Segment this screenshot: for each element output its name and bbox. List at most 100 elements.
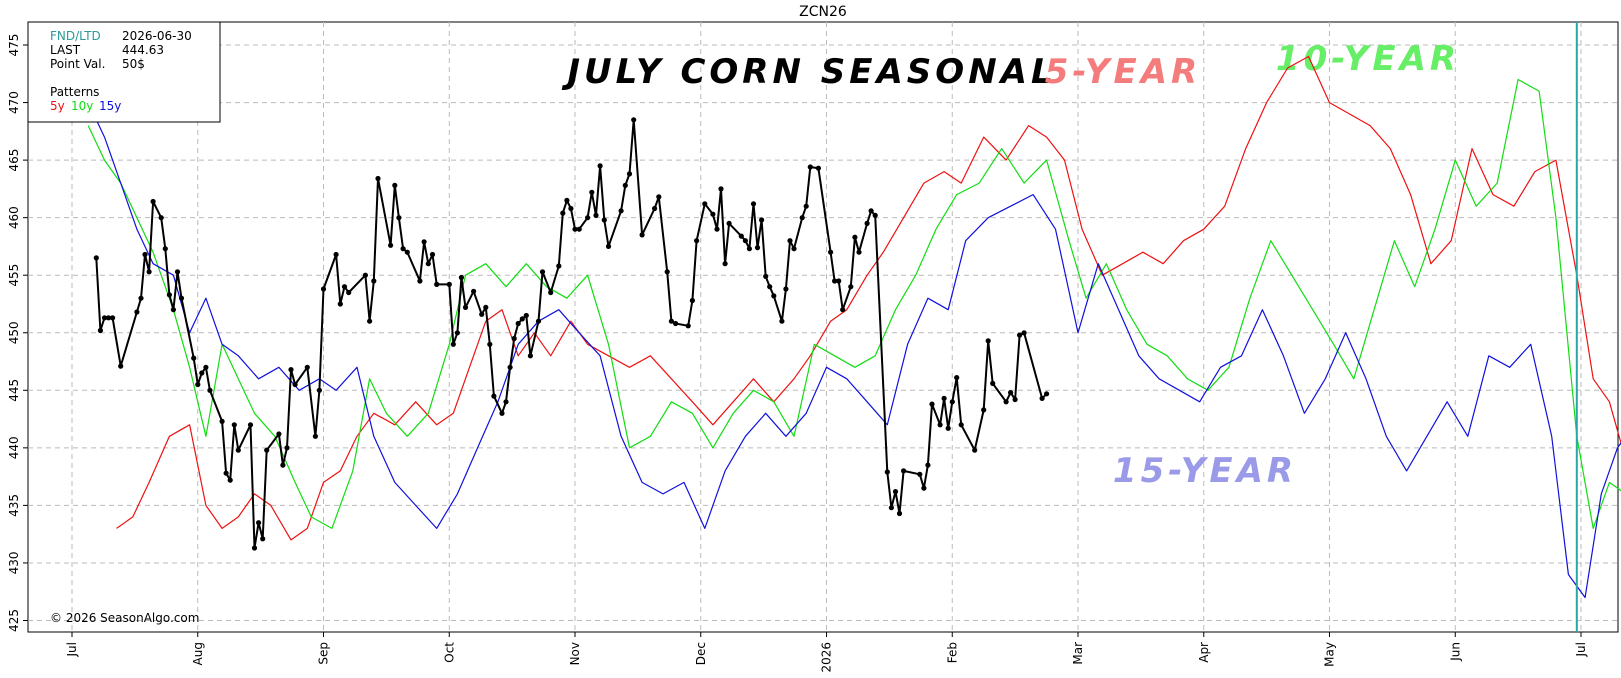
price-point — [972, 447, 978, 453]
price-point — [515, 320, 521, 327]
price-point — [589, 189, 595, 195]
price-point — [921, 485, 927, 491]
price-point — [320, 286, 327, 292]
series-line-10y — [87, 78, 1621, 529]
price-point — [507, 364, 513, 370]
price-point — [585, 215, 591, 221]
price-point — [807, 164, 813, 170]
price-point — [848, 284, 854, 290]
price-point — [235, 447, 241, 453]
price-point — [429, 251, 436, 258]
price-point — [110, 315, 116, 321]
price-point — [673, 320, 679, 327]
y-tick-label: 475 — [7, 34, 21, 57]
price-point — [150, 198, 156, 205]
x-tick-label: Feb — [945, 642, 959, 663]
legend-15y: 15y — [99, 99, 121, 113]
price-point — [840, 307, 846, 313]
price-point — [787, 238, 793, 244]
price-point — [170, 307, 176, 313]
y-tick-label: 445 — [7, 379, 21, 402]
price-point — [884, 469, 890, 475]
price-point — [1008, 390, 1014, 396]
price-point — [888, 505, 895, 511]
price-point — [631, 117, 637, 123]
x-tick-label: Aug — [191, 642, 205, 665]
price-point — [97, 327, 103, 334]
x-tick-label: Jun — [1448, 642, 1462, 662]
price-point — [219, 418, 225, 424]
price-point — [280, 462, 286, 468]
price-point — [292, 381, 298, 388]
price-point — [626, 171, 633, 177]
price-point — [166, 292, 172, 298]
price-point — [483, 304, 489, 310]
price-point — [783, 286, 789, 292]
price-point — [118, 363, 124, 369]
price-point — [985, 338, 991, 344]
price-point — [958, 422, 964, 428]
price-point — [1039, 395, 1045, 401]
price-point — [828, 249, 834, 255]
price-point — [763, 273, 769, 279]
series-line-15y — [87, 102, 1621, 599]
price-point — [1044, 391, 1050, 397]
price-point — [396, 215, 402, 221]
y-tick-label: 425 — [7, 609, 21, 632]
x-tick-label: Jul — [1574, 642, 1588, 657]
price-point — [479, 311, 485, 317]
price-point — [527, 353, 534, 359]
price-point — [256, 520, 262, 526]
price-point — [622, 182, 628, 188]
price-point — [605, 243, 612, 249]
plot-frame — [27, 21, 1619, 633]
price-point — [710, 211, 716, 217]
price-point — [556, 263, 562, 269]
y-axis: 425 430 435 440 445 450 455 460 465 470 475 — [7, 34, 28, 632]
price-point — [264, 447, 270, 453]
price-point — [138, 295, 144, 301]
y-tick-label: 470 — [7, 91, 21, 114]
price-point — [917, 471, 923, 477]
series-layer — [87, 55, 1621, 599]
label-5-year: 5-YEAR — [1045, 52, 1201, 92]
price-point — [362, 272, 368, 278]
price-point — [511, 335, 517, 342]
price-point — [791, 246, 797, 252]
x-tick-label: Mar — [1071, 642, 1085, 665]
price-point — [901, 468, 907, 474]
price-point — [685, 323, 691, 329]
price-point — [178, 295, 185, 301]
info-value-fnd: 2026-06-30 — [122, 29, 192, 43]
x-tick-label: Oct — [442, 642, 456, 663]
price-point — [284, 445, 290, 451]
price-point — [367, 318, 373, 324]
price-point — [375, 175, 381, 182]
price-point — [560, 210, 566, 216]
price-point — [446, 281, 452, 287]
price-point — [803, 203, 809, 209]
y-tick-label: 465 — [7, 149, 21, 172]
price-point — [872, 212, 878, 218]
price-point — [316, 387, 322, 393]
y-tick-label: 455 — [7, 264, 21, 287]
price-point — [333, 251, 339, 258]
info-patterns-label: Patterns — [50, 85, 99, 99]
price-point — [288, 367, 294, 373]
price-point — [618, 208, 624, 214]
price-point — [742, 238, 749, 244]
price-point — [576, 226, 582, 232]
price-point — [945, 425, 951, 431]
price-point — [832, 278, 838, 284]
info-label-last: LAST — [50, 43, 81, 57]
series-line-5y — [116, 55, 1621, 541]
price-point — [499, 410, 505, 416]
price-point — [868, 208, 874, 214]
price-point — [639, 232, 645, 238]
x-tick-label: May — [1323, 642, 1337, 667]
price-point — [856, 249, 862, 255]
price-point — [568, 205, 574, 212]
price-point — [371, 278, 377, 284]
price-point — [462, 304, 469, 310]
